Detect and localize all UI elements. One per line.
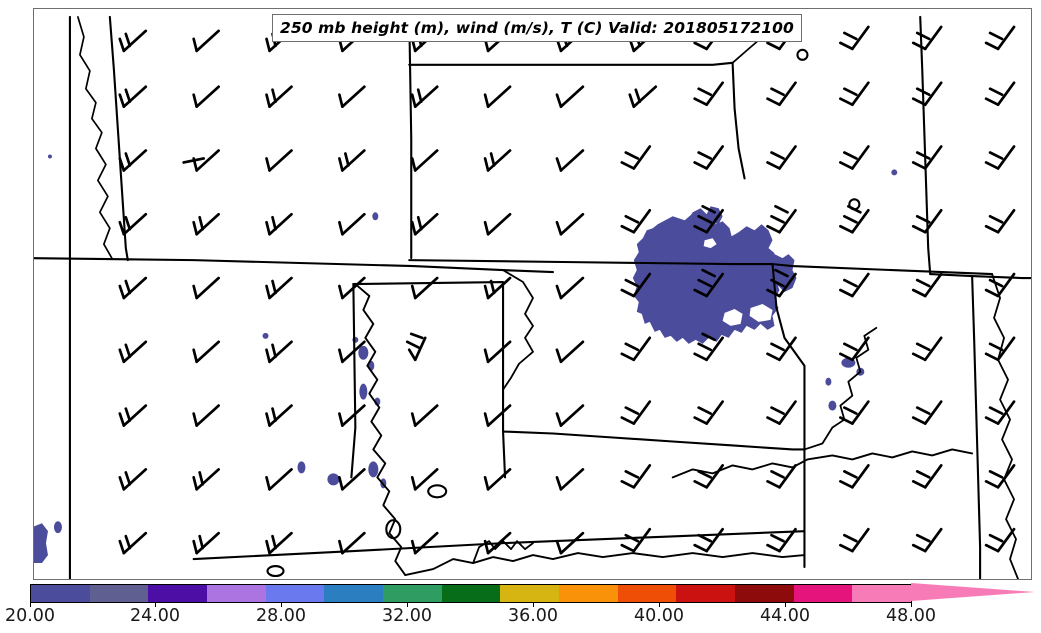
wind-barb-field-east (555, 25, 1016, 555)
colorbar-tick (659, 602, 661, 607)
colorbar-segment-22-24 (89, 585, 149, 602)
colorbar-segment-26-28 (207, 585, 266, 602)
colorbar-segment-46-48 (793, 585, 853, 602)
colorbar-segment-28-30 (265, 585, 325, 602)
colorbar-segment-20-22 (31, 585, 90, 602)
colorbar-tick-labels: 20.00 24.00 28.00 32.00 36.00 40.00 44.00 48.00 (0, 606, 1041, 632)
colorbar-segment-24-26 (148, 585, 208, 602)
colorbar-segment-30-32 (324, 585, 384, 602)
figure-title: 250 mb height (m), wind (m/s), T (C) Val… (280, 19, 794, 37)
wind-barb-field-west (118, 29, 512, 555)
colorbar-gradient[interactable] (30, 584, 912, 603)
colorbar-tick-label: 24.00 (129, 606, 181, 626)
colorbar-segment-36-38 (500, 585, 560, 602)
colorbar-tick (281, 602, 283, 607)
colorbar[interactable]: 20.00 24.00 28.00 32.00 36.00 40.00 44.00 48.00 (0, 580, 1041, 633)
colorbar-tick-label: 28.00 (255, 606, 307, 626)
colorbar-segment-48-50 (852, 585, 912, 602)
colorbar-tick (407, 602, 409, 607)
colorbar-tick-label: 20.00 (4, 606, 56, 626)
colorbar-tick (785, 602, 787, 607)
colorbar-tick (533, 602, 535, 607)
figure-title-box: 250 mb height (m), wind (m/s), T (C) Val… (272, 14, 802, 42)
colorbar-tick-marks (0, 602, 1041, 608)
map-panel[interactable] (33, 8, 1032, 580)
colorbar-segment-42-44 (676, 585, 736, 602)
colorbar-segment-38-40 (559, 585, 618, 602)
map-boundaries (34, 15, 1031, 579)
colorbar-tick-label: 32.00 (381, 606, 433, 626)
colorbar-tick (30, 602, 32, 607)
colorbar-tick-label: 40.00 (633, 606, 685, 626)
colorbar-segment-40-42 (617, 585, 677, 602)
colorbar-segment-44-46 (735, 585, 794, 602)
colorbar-extend-arrow-icon (911, 583, 1035, 601)
colorbar-segment-34-36 (441, 585, 501, 602)
map-canvas (34, 15, 1031, 579)
colorbar-tick (911, 602, 913, 607)
colorbar-tick-label: 44.00 (759, 606, 811, 626)
colorbar-tick-label: 36.00 (507, 606, 559, 626)
colorbar-tick (155, 602, 157, 607)
colorbar-segment-32-34 (383, 585, 442, 602)
colorbar-tick-label: 48.00 (885, 606, 937, 626)
shaded-windspeed-region (34, 154, 898, 564)
